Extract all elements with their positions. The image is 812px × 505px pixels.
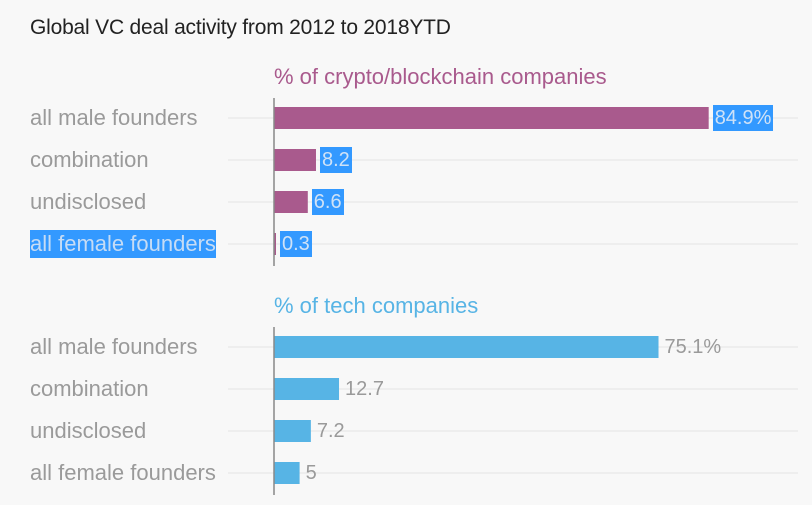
bar xyxy=(274,233,276,255)
bar xyxy=(274,149,316,171)
bar xyxy=(274,378,340,400)
bar xyxy=(274,336,659,358)
category-label: combination xyxy=(30,147,149,172)
category-label: undisclosed xyxy=(30,189,147,214)
category-label: all male founders xyxy=(30,105,198,130)
category-label: all male founders xyxy=(30,334,198,359)
panel-title-crypto: % of crypto/blockchain companies xyxy=(274,64,607,89)
data-label: 12.7 xyxy=(345,378,384,400)
chart-title: Global VC deal activity from 2012 to 201… xyxy=(30,16,451,39)
bar xyxy=(274,107,709,129)
category-label: all female founders xyxy=(30,460,216,485)
category-label: combination xyxy=(30,376,149,401)
data-label: 8.2 xyxy=(319,147,352,173)
bar xyxy=(274,420,311,442)
data-label: 6.6 xyxy=(311,189,344,215)
category-label: all female founders xyxy=(30,230,216,258)
bar xyxy=(274,462,300,484)
bar xyxy=(274,191,308,213)
panel-title-tech: % of tech companies xyxy=(274,293,479,318)
data-label: 84.9% xyxy=(712,105,774,131)
data-label: 0.3 xyxy=(280,231,312,257)
data-label: 7.2 xyxy=(316,420,345,442)
data-label: 5 xyxy=(305,462,317,484)
category-label: undisclosed xyxy=(30,418,147,443)
data-label: 75.1% xyxy=(664,336,722,358)
